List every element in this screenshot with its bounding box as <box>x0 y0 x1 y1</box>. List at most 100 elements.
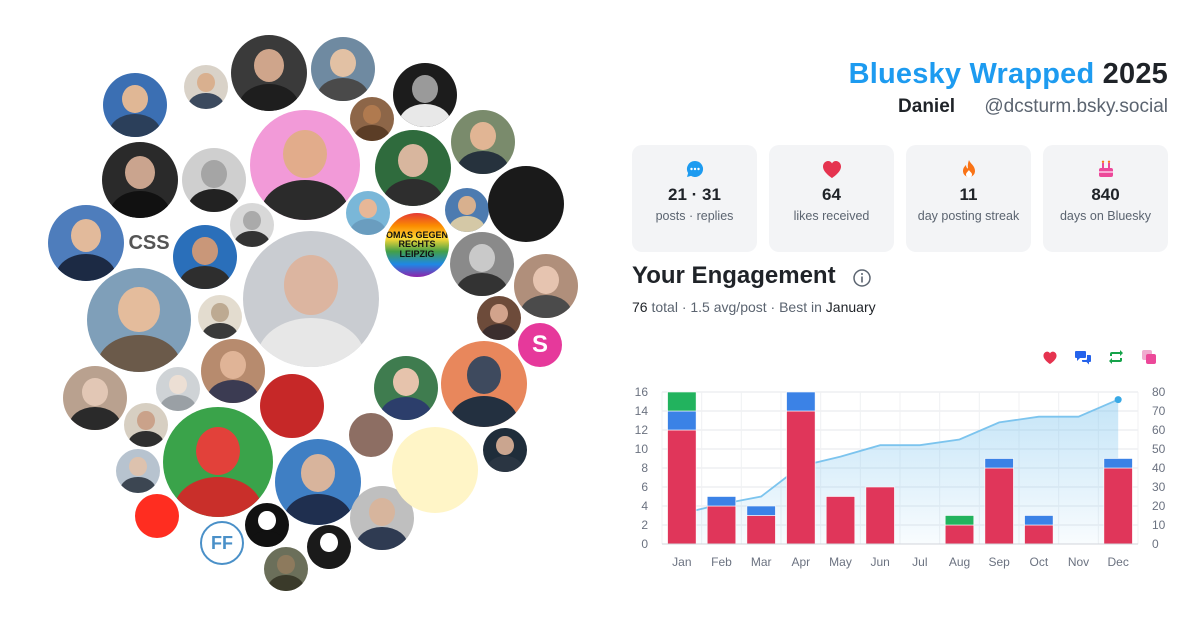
avatar-body <box>97 334 181 372</box>
x-tick-label: Jul <box>912 555 927 569</box>
avatar-face <box>220 350 246 379</box>
avatar-face <box>283 129 327 179</box>
bar-segment <box>1024 524 1054 545</box>
engagement-best-month: January <box>825 299 876 315</box>
x-tick-label: Nov <box>1068 555 1089 569</box>
ff-logo-label: FF <box>211 532 233 553</box>
avatar <box>350 97 394 141</box>
omas-gegen-rechts-badge-label: OMAS GEGEN RECHTS LEIPZIG <box>385 229 448 259</box>
y2-tick-label: 70 <box>1152 404 1166 418</box>
dark-logo-avatar <box>488 166 564 242</box>
user-info: Daniel @dcsturm.bsky.social <box>898 96 1168 118</box>
avatar <box>116 449 160 493</box>
bar-segment <box>944 524 975 545</box>
avatar-face <box>412 74 438 103</box>
avatar <box>441 341 527 427</box>
cumulative-line <box>681 398 1119 515</box>
avatar-face <box>533 265 559 294</box>
avatar <box>346 191 390 235</box>
avatar-body <box>109 113 161 137</box>
avatar-body <box>234 231 270 247</box>
avatar <box>163 407 273 517</box>
stat-value: 21 · 31 <box>668 185 721 204</box>
avatar-body <box>487 456 523 472</box>
avatar-body <box>268 575 304 591</box>
avatar <box>451 110 515 174</box>
avatar-face <box>258 510 276 531</box>
avatar <box>514 254 578 318</box>
stat-label: posts · replies <box>655 209 734 223</box>
avatar <box>173 225 237 289</box>
avatar-face <box>122 84 148 113</box>
y-tick-label: 8 <box>641 461 648 475</box>
y2-tick-label: 0 <box>1152 537 1159 551</box>
avatar <box>198 295 242 339</box>
avatar-body <box>202 323 238 339</box>
avatar-face <box>197 72 215 93</box>
avatar <box>250 110 360 220</box>
stat-value: 840 <box>1091 185 1120 204</box>
avatar-cloud: CSS OMAS GEGEN RECHTS LEIPZIG S FF <box>48 35 578 591</box>
avatar-body <box>382 178 444 206</box>
red-star-badge <box>260 374 324 438</box>
stat-card-streak: 11 day posting streak <box>906 145 1031 252</box>
avatar-face <box>363 104 381 125</box>
avatar <box>450 232 514 296</box>
css-logo-label: CSS <box>128 231 170 254</box>
replies-icon <box>1073 348 1093 366</box>
avatar <box>243 231 379 367</box>
quote-icon <box>1139 348 1159 366</box>
avatar-face <box>243 210 261 231</box>
bar-segment <box>786 391 816 412</box>
engagement-total-label: total <box>651 299 678 315</box>
avatar-body <box>238 83 300 111</box>
avatar <box>201 339 265 403</box>
avatar-face <box>137 410 155 431</box>
laravel-logo <box>135 494 179 538</box>
avatar-face <box>393 367 419 396</box>
x-tick-label: Sep <box>988 555 1010 569</box>
page-title: Bluesky Wrapped 2025 <box>849 58 1168 91</box>
info-icon[interactable] <box>852 268 872 293</box>
y-tick-label: 12 <box>635 423 649 437</box>
avatar-body <box>55 253 117 281</box>
engagement-avg: · 1.5 avg/post · Best in <box>681 299 822 315</box>
avatar <box>264 547 308 591</box>
avatar <box>311 37 375 101</box>
stat-label: likes received <box>793 209 870 223</box>
avatar-body <box>520 294 572 318</box>
avatar-body <box>311 553 347 569</box>
avatar <box>445 188 489 232</box>
avatar <box>393 63 457 127</box>
y-tick-label: 4 <box>641 499 648 513</box>
avatar <box>374 356 438 420</box>
avatar <box>375 130 451 206</box>
stat-value: 64 <box>822 185 841 204</box>
stat-card-days: 840 days on Bluesky <box>1043 145 1168 252</box>
bar-segment <box>706 496 737 507</box>
avatar <box>63 366 127 430</box>
y-tick-label: 0 <box>641 537 648 551</box>
avatar-face <box>196 426 240 476</box>
s-logo-label: S <box>531 331 548 359</box>
avatar <box>307 525 351 569</box>
bar-segment <box>667 410 697 431</box>
heart-icon <box>1040 348 1060 366</box>
stat-card-posts: 21 · 31 posts · replies <box>632 145 757 252</box>
user-name: Daniel <box>898 96 956 117</box>
engagement-summary: 76 total · 1.5 avg/post · Best in Januar… <box>632 299 876 315</box>
avatar-face <box>129 456 147 477</box>
x-tick-label: May <box>829 555 852 569</box>
x-tick-label: Feb <box>711 555 732 569</box>
avatar-body <box>456 272 508 296</box>
avatar-face <box>300 454 336 493</box>
avatar <box>48 205 124 281</box>
avatar <box>124 403 168 447</box>
avatar-face <box>277 554 295 575</box>
bar-segment <box>1103 458 1133 469</box>
x-tick-label: Dec <box>1107 555 1128 569</box>
x-tick-label: Jan <box>672 555 691 569</box>
avatar-body <box>354 125 390 141</box>
avatar-face <box>458 195 476 216</box>
y-tick-label: 2 <box>641 518 648 532</box>
